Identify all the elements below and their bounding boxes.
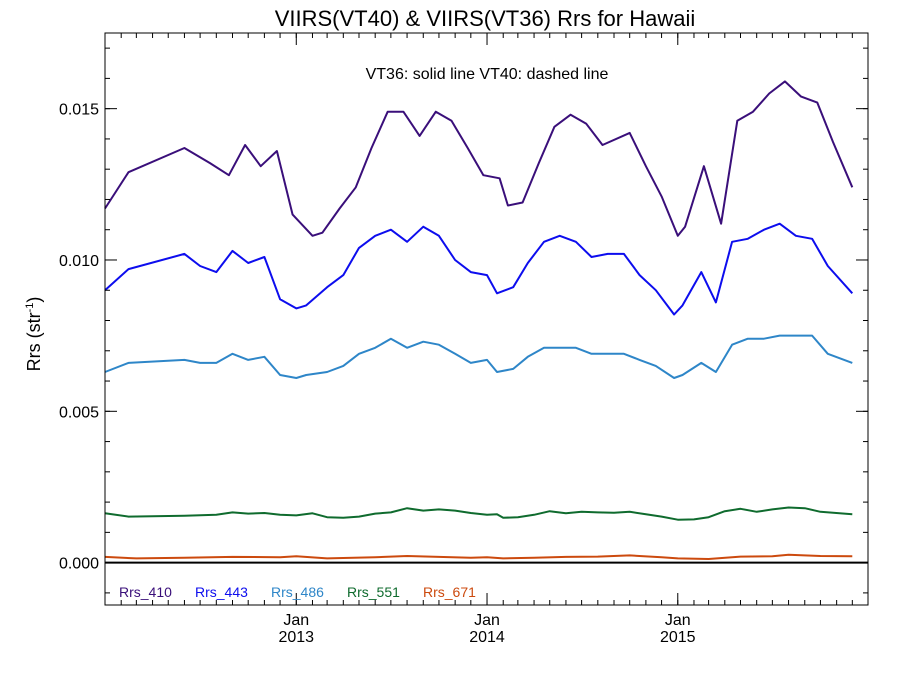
chart-annotation: VT36: solid line VT40: dashed line [366, 66, 609, 83]
y-axis-label-main: Rrs (str [24, 312, 44, 371]
axes-layer: 0.0000.0050.0100.015Jan2013Jan2014Jan201… [59, 32, 869, 646]
legend-entry-rrs-486: Rrs_486 [271, 584, 324, 600]
chart-title: VIIRS(VT40) & VIIRS(VT36) Rrs for Hawaii [275, 6, 696, 31]
legend-entry-rrs-551: Rrs_551 [347, 584, 400, 600]
x-tick-label-year: 2015 [660, 629, 696, 646]
series-line-rrs-486 [104, 334, 853, 379]
x-tick-label-year: 2014 [469, 629, 505, 646]
legend-entry-rrs-671: Rrs_671 [423, 584, 476, 600]
x-tick-label-month: Jan [665, 612, 691, 629]
plot-frame [104, 32, 869, 606]
series-line-rrs-671 [104, 553, 853, 560]
y-tick-label: 0.000 [59, 556, 99, 573]
series-line-rrs-410 [104, 80, 854, 237]
legend-entry-rrs-443: Rrs_443 [195, 584, 248, 600]
y-axis-label: Rrs (str-1) [24, 297, 44, 372]
series-line-rrs-551 [104, 506, 853, 521]
y-axis-label-superscript: -1 [24, 303, 36, 313]
legend-entry-rrs-410: Rrs_410 [119, 584, 172, 600]
series-layer [104, 80, 854, 560]
y-tick-label: 0.010 [59, 253, 99, 270]
legend: Rrs_410 Rrs_443 Rrs_486 Rrs_551 Rrs_671 [119, 584, 476, 600]
y-axis-label-close: ) [24, 297, 44, 303]
x-tick-label-month: Jan [283, 612, 309, 629]
x-tick-label-month: Jan [474, 612, 500, 629]
series-line-rrs-443 [104, 222, 854, 316]
x-tick-label-year: 2013 [278, 629, 314, 646]
y-tick-label: 0.005 [59, 404, 99, 421]
y-tick-label: 0.015 [59, 102, 99, 119]
